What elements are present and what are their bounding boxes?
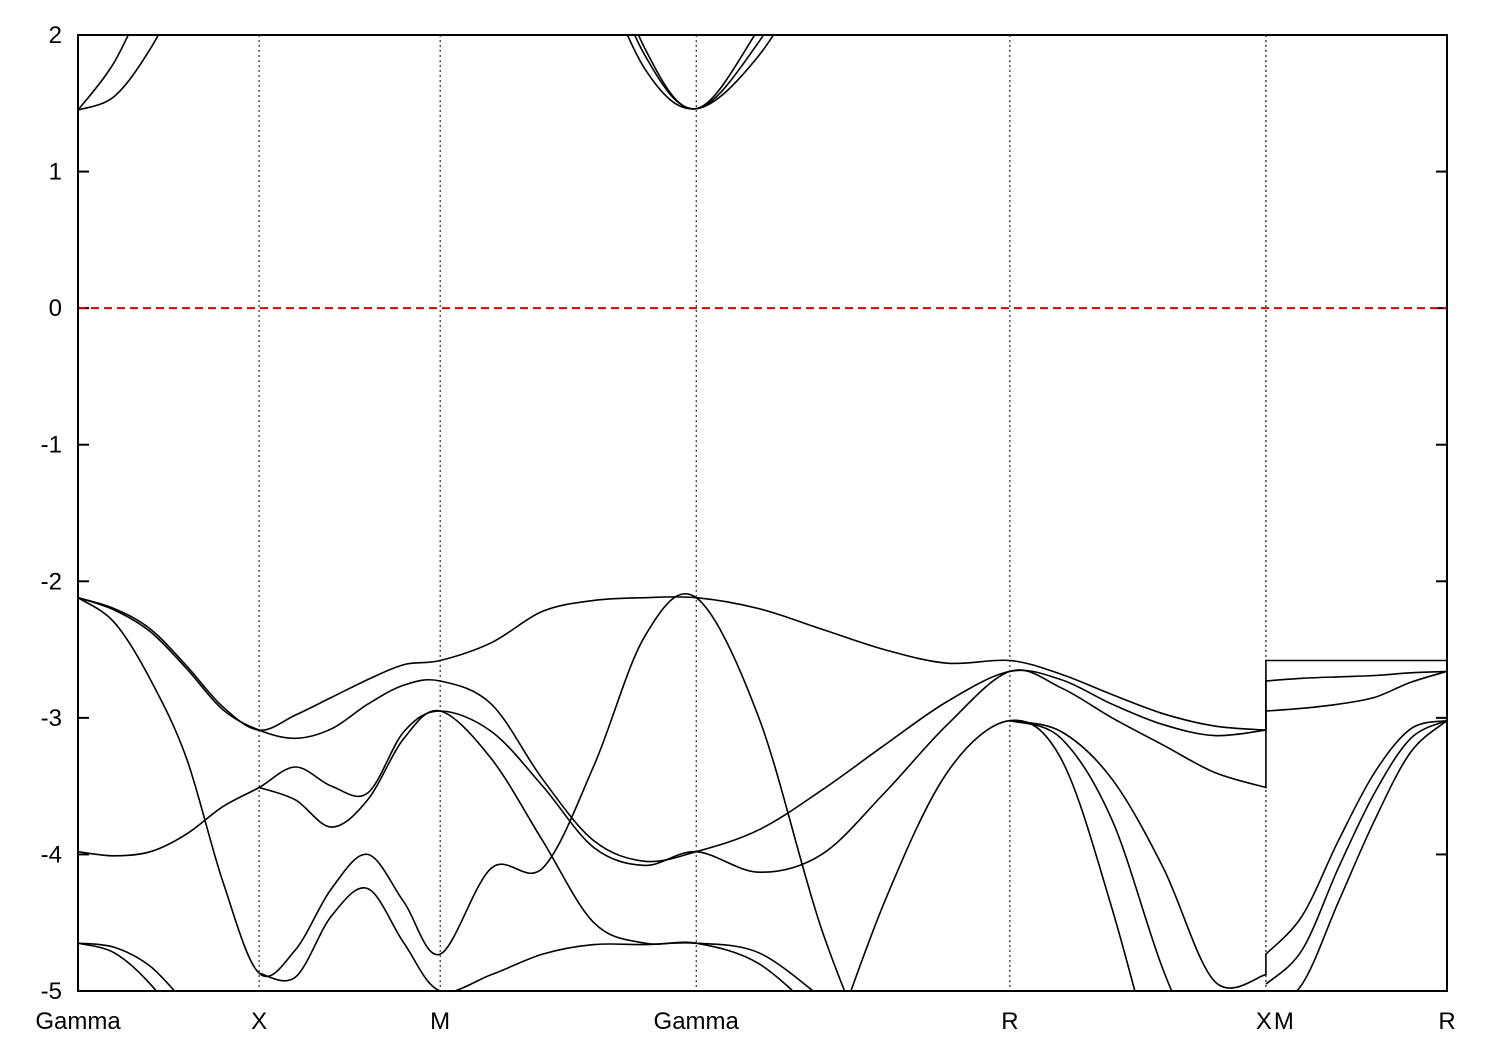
band-line [78, 35, 775, 111]
y-tick-label: 1 [49, 159, 62, 186]
band-line [78, 709, 1447, 991]
y-tick-label: -4 [41, 841, 62, 868]
y-tick-label: -5 [41, 978, 62, 1005]
x-tick-label: R [1001, 1008, 1018, 1035]
x-tick-label: Gamma [35, 1008, 121, 1035]
band-line [637, 35, 756, 110]
y-tick-label: 0 [49, 295, 62, 322]
x-tick-label: X [1256, 1008, 1272, 1035]
x-tick-label: Gamma [654, 1008, 740, 1035]
x-tick-label: R [1438, 1008, 1455, 1035]
y-tick-label: -3 [41, 705, 62, 732]
band-line [849, 719, 1136, 991]
x-tick-label: M [430, 1008, 450, 1035]
x-tick-label: X [251, 1008, 267, 1035]
band-line [78, 592, 846, 991]
x-tick-label: M [1274, 1008, 1294, 1035]
band-line [1009, 719, 1173, 991]
band-line [78, 595, 1447, 731]
y-tick-label: -1 [41, 432, 62, 459]
band-line [78, 669, 1447, 874]
plot-frame [77, 34, 1448, 992]
band-line [78, 35, 765, 111]
y-tick-label: 2 [49, 22, 62, 49]
plot-lines [78, 35, 1447, 991]
band-line [1009, 719, 1447, 989]
y-tick-label: -2 [41, 568, 62, 595]
